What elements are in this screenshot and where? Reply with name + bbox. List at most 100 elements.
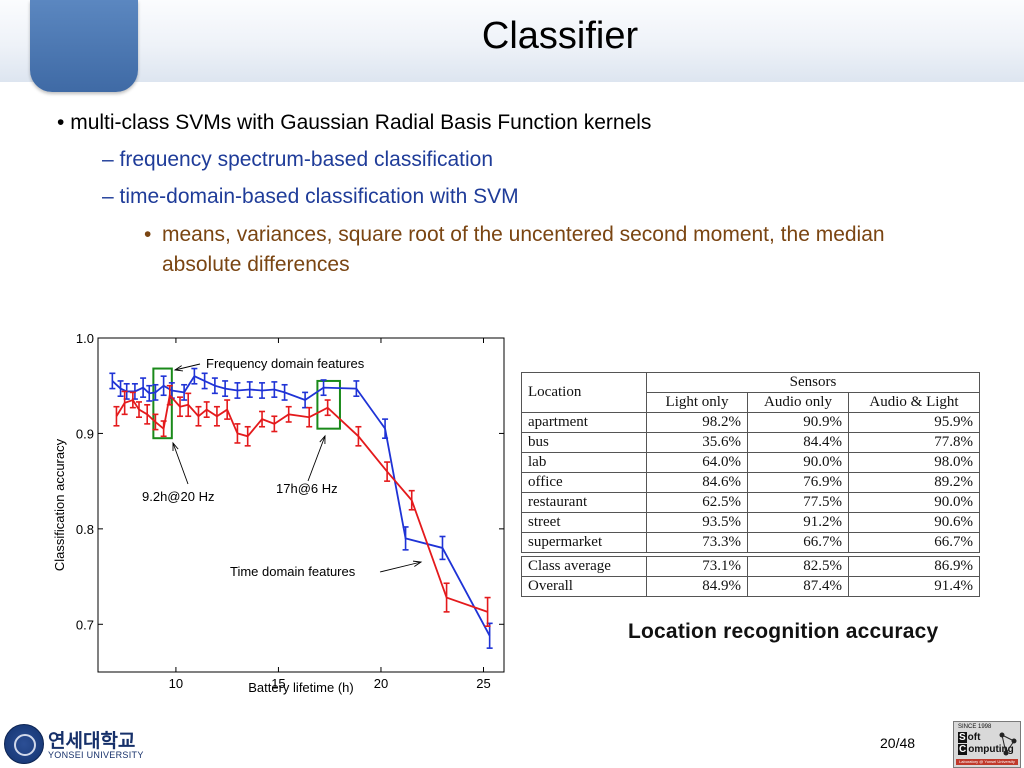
error-bar: [160, 375, 167, 397]
x-tick-label: 20: [374, 676, 388, 691]
cell-accuracy: 77.5%: [747, 492, 849, 513]
error-bar: [213, 405, 220, 427]
cell-accuracy: 77.8%: [848, 432, 980, 453]
error-bar: [271, 415, 278, 433]
error-bar: [181, 383, 188, 401]
error-bar: [402, 526, 409, 551]
yonsei-seal-icon: [4, 724, 44, 764]
cell-accuracy: 90.9%: [747, 412, 849, 433]
cell-accuracy: 90.0%: [848, 492, 980, 513]
cell-accuracy: 84.4%: [747, 432, 849, 453]
error-bar: [484, 596, 491, 627]
error-bar: [384, 461, 391, 482]
error-bar: [224, 399, 231, 420]
error-bar: [191, 367, 198, 385]
error-bar: [109, 372, 116, 390]
table-caption: Location recognition accuracy: [628, 620, 939, 643]
cell-accuracy: 86.9%: [848, 556, 980, 577]
y-tick-label: 0.7: [76, 617, 94, 632]
cell-accuracy: 91.4%: [848, 576, 980, 597]
error-bar: [152, 383, 159, 401]
cell-accuracy: 73.3%: [646, 532, 748, 553]
cell-accuracy: 93.5%: [646, 512, 748, 533]
highlight-box-1: [152, 367, 173, 440]
cell-accuracy: 84.9%: [646, 576, 748, 597]
error-bar: [234, 423, 241, 444]
lab-subtitle: Laboratory @ Yonsei University: [956, 759, 1018, 765]
series-line-time: [115, 393, 488, 613]
error-bar: [353, 380, 360, 398]
error-bar: [129, 391, 136, 409]
x-tick-label: 15: [271, 676, 285, 691]
cell-accuracy: 35.6%: [646, 432, 748, 453]
summary-row: Overall 84.9% 87.4% 91.4%: [521, 576, 980, 597]
summary-row: Class average 73.1% 82.5% 86.9%: [521, 556, 980, 577]
cell-location: street: [521, 512, 647, 533]
cell-accuracy: 91.2%: [747, 512, 849, 533]
yonsei-logo: 연세대학교 YONSEI UNIVERSITY: [4, 724, 154, 764]
error-bar: [382, 418, 389, 439]
table-row: lab 64.0% 90.0% 98.0%: [521, 452, 980, 473]
error-bar: [152, 413, 159, 431]
bullet-frequency: – frequency spectrum-based classificatio…: [102, 148, 494, 171]
cell-location: office: [521, 472, 647, 493]
box2-annotation-arrow: [307, 434, 326, 482]
cell-location: Class average: [521, 556, 647, 577]
error-bar: [234, 382, 241, 399]
error-bar: [408, 489, 415, 511]
cell-accuracy: 66.7%: [747, 532, 849, 553]
page-number: 20/48: [880, 735, 916, 751]
error-bar: [203, 401, 210, 419]
error-bar: [222, 380, 229, 398]
table-row: bus 35.6% 84.4% 77.8%: [521, 432, 980, 453]
cell-location: apartment: [521, 412, 647, 433]
table-header-row: Location Sensors: [521, 372, 980, 413]
university-name-english: YONSEI UNIVERSITY: [48, 750, 144, 760]
cell-accuracy: 76.9%: [747, 472, 849, 493]
highlight-box-2: [316, 379, 341, 430]
accuracy-chart: 10 15 20 25 0.7 0.8 0.9 1.0 Battery lifetime (h…: [40, 326, 515, 701]
cell-location: lab: [521, 452, 647, 473]
cell-accuracy: 84.6%: [646, 472, 748, 493]
header-band: [0, 0, 1024, 82]
error-bar: [259, 410, 266, 428]
error-bar: [160, 420, 167, 438]
error-bar: [355, 425, 362, 447]
x-tick-label: 10: [169, 676, 183, 691]
error-bar: [324, 399, 331, 417]
subheader-light: Light only: [646, 392, 748, 413]
box1-annotation-arrow: [172, 441, 189, 485]
cell-accuracy: 66.7%: [848, 532, 980, 553]
error-bar: [140, 377, 147, 398]
cell-accuracy: 89.2%: [848, 472, 980, 493]
error-bar: [246, 381, 253, 398]
cell-accuracy: 64.0%: [646, 452, 748, 473]
accuracy-chart-svg: 10 15 20 25 0.7 0.8 0.9 1.0 Battery lifetime (h…: [52, 331, 505, 695]
table-row: street 93.5% 91.2% 90.6%: [521, 512, 980, 533]
cell-location: supermarket: [521, 532, 647, 553]
cell-accuracy: 62.5%: [646, 492, 748, 513]
error-bar: [117, 380, 124, 398]
time-series-annotation: Time domain features: [230, 564, 356, 579]
bullet-features: • means, variances, square root of the u…: [144, 220, 964, 280]
cell-accuracy: 98.2%: [646, 412, 748, 433]
x-tick-label: 25: [476, 676, 490, 691]
error-bar: [144, 404, 151, 425]
bullet-mark: •: [57, 111, 65, 134]
cell-accuracy: 82.5%: [747, 556, 849, 577]
error-bar: [201, 372, 208, 390]
time-annotation-arrow: [379, 560, 423, 573]
network-graph-icon: [999, 732, 1017, 756]
table-row: apartment 98.2% 90.9% 95.9%: [521, 412, 980, 433]
error-bar: [185, 392, 192, 418]
header-location: Location: [521, 372, 647, 413]
error-bar: [443, 582, 450, 613]
cell-location: bus: [521, 432, 647, 453]
error-bar: [166, 384, 173, 406]
error-bar: [259, 382, 266, 399]
university-name-korean: 연세대학교: [48, 731, 136, 752]
cell-accuracy: 98.0%: [848, 452, 980, 473]
freq-annotation-arrow: [173, 363, 201, 372]
y-tick-label: 1.0: [76, 331, 94, 346]
